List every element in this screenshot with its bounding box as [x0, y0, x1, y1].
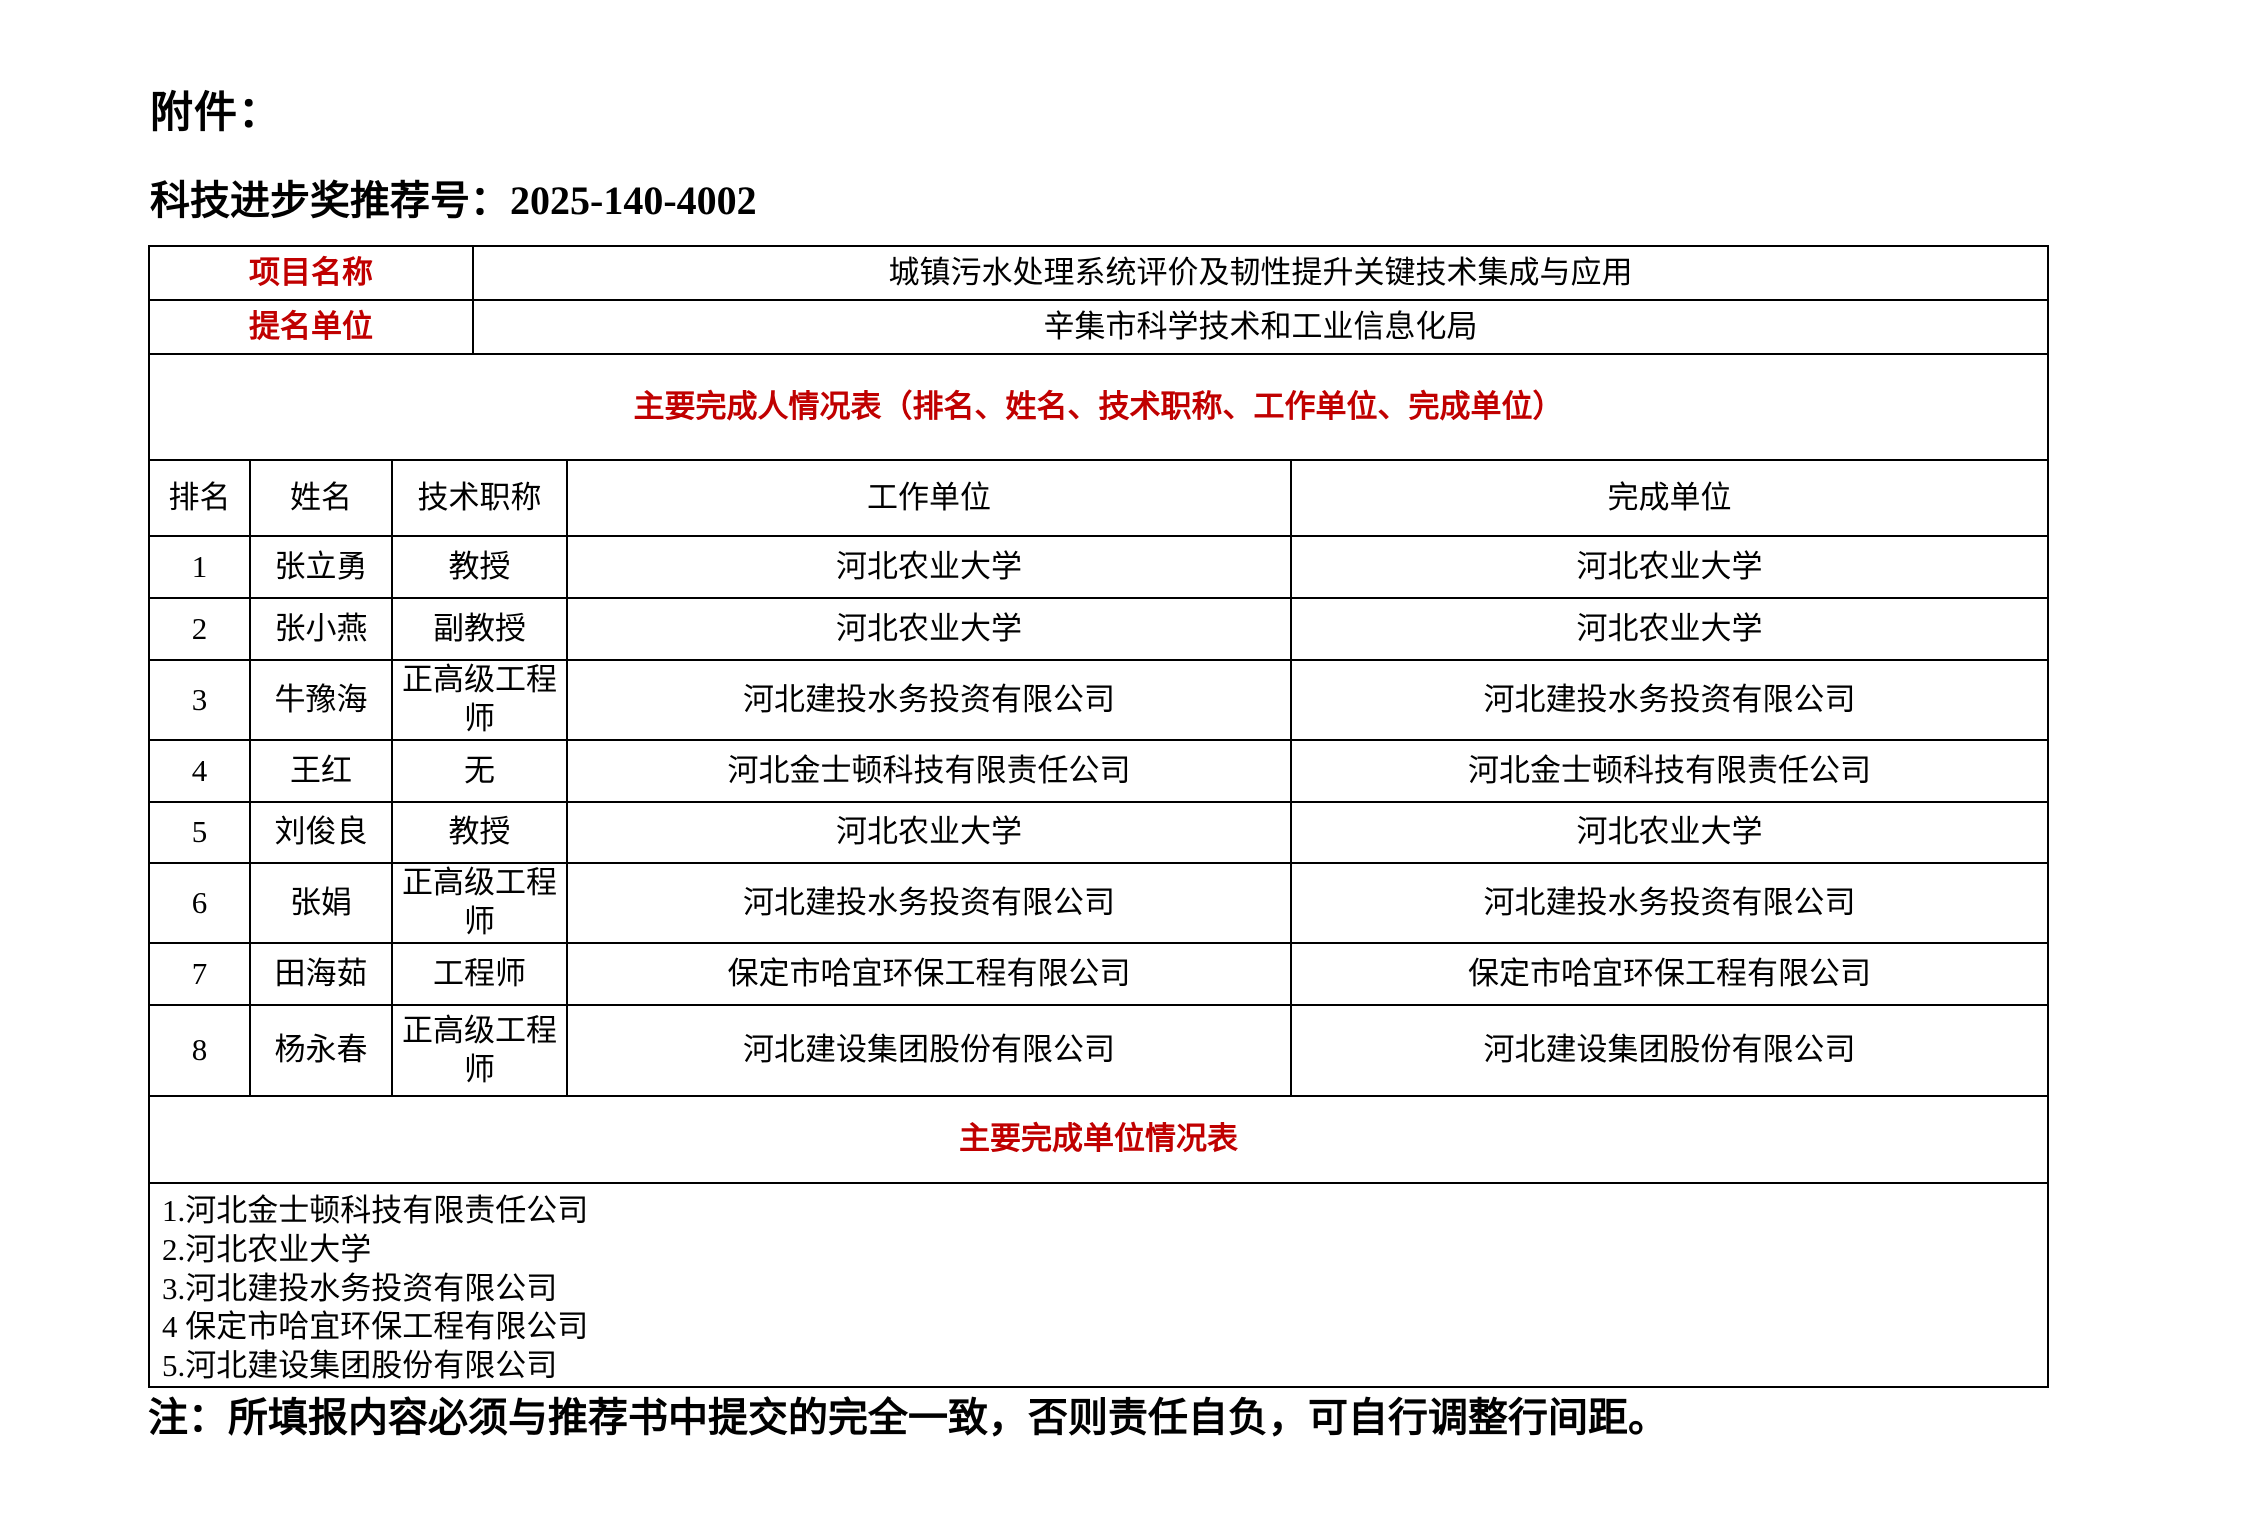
- title-cell: 教授: [391, 535, 568, 599]
- name-cell: 刘俊良: [249, 801, 393, 864]
- recommendation-number: 2025-140-4002: [510, 178, 757, 223]
- completer-row: 3 牛豫海 正高级工程师 河北建投水务投资有限公司 河北建投水务投资有限公司: [148, 659, 2050, 741]
- completer-row: 5 刘俊良 教授 河北农业大学 河北农业大学: [148, 801, 2050, 864]
- completer-row: 6 张娟 正高级工程师 河北建投水务投资有限公司 河北建投水务投资有限公司: [148, 862, 2050, 944]
- name-cell: 张娟: [249, 862, 393, 944]
- project-name-row: 项目名称 城镇污水处理系统评价及韧性提升关键技术集成与应用: [148, 245, 2050, 301]
- work-unit-cell: 河北农业大学: [566, 597, 1292, 661]
- rank-cell: 2: [148, 597, 251, 661]
- nominator-row: 提名单位 辛集市科学技术和工业信息化局: [148, 299, 2050, 355]
- project-name-label: 项目名称: [148, 245, 474, 301]
- completion-unit-cell: 河北农业大学: [1289, 801, 2050, 864]
- work-unit-cell: 河北建投水务投资有限公司: [566, 862, 1292, 944]
- attachment-label: 附件：: [150, 90, 282, 137]
- name-cell: 王红: [249, 739, 393, 803]
- units-title: 主要完成单位情况表: [147, 1095, 2050, 1184]
- name-cell: 杨永春: [249, 1004, 393, 1097]
- completion-unit-cell: 河北建投水务投资有限公司: [1289, 659, 2050, 741]
- completer-row: 4 王红 无 河北金士顿科技有限责任公司 河北金士顿科技有限责任公司: [148, 739, 2050, 803]
- column-header-work-unit: 工作单位: [566, 459, 1292, 537]
- rank-cell: 4: [148, 739, 251, 803]
- project-name-value: 城镇污水处理系统评价及韧性提升关键技术集成与应用: [471, 245, 2050, 301]
- units-list: 1.河北金士顿科技有限责任公司 2.河北农业大学 3.河北建投水务投资有限公司 …: [147, 1182, 2050, 1388]
- work-unit-cell: 保定市哈宜环保工程有限公司: [566, 942, 1292, 1006]
- footer-note: 注：所填报内容必须与推荐书中提交的完全一致，否则责任自负，可自行调整行间距。: [148, 1395, 1668, 1440]
- rank-cell: 3: [148, 659, 251, 741]
- nominator-label: 提名单位: [148, 299, 474, 355]
- unit-list-item: 3.河北建投水务投资有限公司: [162, 1270, 558, 1306]
- unit-list-item: 5.河北建设集团股份有限公司: [162, 1348, 558, 1383]
- completer-row: 2 张小燕 副教授 河北农业大学 河北农业大学: [148, 597, 2050, 661]
- completers-title: 主要完成人情况表（排名、姓名、技术职称、工作单位、完成单位）: [147, 353, 2050, 461]
- name-cell: 牛豫海: [249, 659, 393, 741]
- completion-unit-cell: 河北农业大学: [1289, 597, 2050, 661]
- units-list-row: 1.河北金士顿科技有限责任公司 2.河北农业大学 3.河北建投水务投资有限公司 …: [147, 1182, 2050, 1388]
- completion-unit-cell: 河北建投水务投资有限公司: [1289, 862, 2050, 944]
- recommendation-line: 科技进步奖推荐号：2025-140-4002: [150, 168, 757, 226]
- unit-list-item: 4 保定市哈宜环保工程有限公司: [162, 1309, 589, 1345]
- work-unit-cell: 河北农业大学: [566, 801, 1292, 864]
- title-cell: 教授: [391, 801, 568, 864]
- nominator-value: 辛集市科学技术和工业信息化局: [471, 299, 2050, 355]
- award-form-table: 项目名称 城镇污水处理系统评价及韧性提升关键技术集成与应用 提名单位 辛集市科学…: [147, 245, 2050, 1388]
- rank-cell: 7: [148, 942, 251, 1006]
- rank-cell: 8: [148, 1004, 251, 1097]
- rank-cell: 1: [148, 535, 251, 599]
- column-header-rank: 排名: [148, 459, 251, 537]
- title-cell: 正高级工程师: [391, 659, 568, 741]
- unit-list-item: 2.河北农业大学: [162, 1231, 372, 1267]
- name-cell: 张立勇: [249, 535, 393, 599]
- title-cell: 副教授: [391, 597, 568, 661]
- completer-row: 7 田海茹 工程师 保定市哈宜环保工程有限公司 保定市哈宜环保工程有限公司: [148, 942, 2050, 1006]
- title-cell: 无: [391, 739, 568, 803]
- column-header-completion-unit: 完成单位: [1289, 459, 2050, 537]
- name-cell: 田海茹: [249, 942, 393, 1006]
- title-cell: 正高级工程师: [391, 862, 568, 944]
- work-unit-cell: 河北金士顿科技有限责任公司: [566, 739, 1292, 803]
- recommendation-label: 科技进步奖推荐号：: [150, 178, 510, 223]
- completion-unit-cell: 保定市哈宜环保工程有限公司: [1289, 942, 2050, 1006]
- completer-row: 8 杨永春 正高级工程师 河北建设集团股份有限公司 河北建设集团股份有限公司: [148, 1004, 2050, 1097]
- name-cell: 张小燕: [249, 597, 393, 661]
- completers-header-row: 排名 姓名 技术职称 工作单位 完成单位: [148, 459, 2050, 537]
- completion-unit-cell: 河北金士顿科技有限责任公司: [1289, 739, 2050, 803]
- rank-cell: 5: [148, 801, 251, 864]
- completer-row: 1 张立勇 教授 河北农业大学 河北农业大学: [148, 535, 2050, 599]
- completion-unit-cell: 河北建设集团股份有限公司: [1289, 1004, 2050, 1097]
- units-title-row: 主要完成单位情况表: [147, 1095, 2050, 1184]
- completers-title-row: 主要完成人情况表（排名、姓名、技术职称、工作单位、完成单位）: [147, 353, 2050, 461]
- title-cell: 正高级工程师: [391, 1004, 568, 1097]
- work-unit-cell: 河北建设集团股份有限公司: [566, 1004, 1292, 1097]
- unit-list-item: 1.河北金士顿科技有限责任公司: [162, 1193, 589, 1228]
- column-header-title: 技术职称: [391, 459, 568, 537]
- rank-cell: 6: [148, 862, 251, 944]
- completion-unit-cell: 河北农业大学: [1289, 535, 2050, 599]
- work-unit-cell: 河北农业大学: [566, 535, 1292, 599]
- column-header-name: 姓名: [249, 459, 393, 537]
- work-unit-cell: 河北建投水务投资有限公司: [566, 659, 1292, 741]
- title-cell: 工程师: [391, 942, 568, 1006]
